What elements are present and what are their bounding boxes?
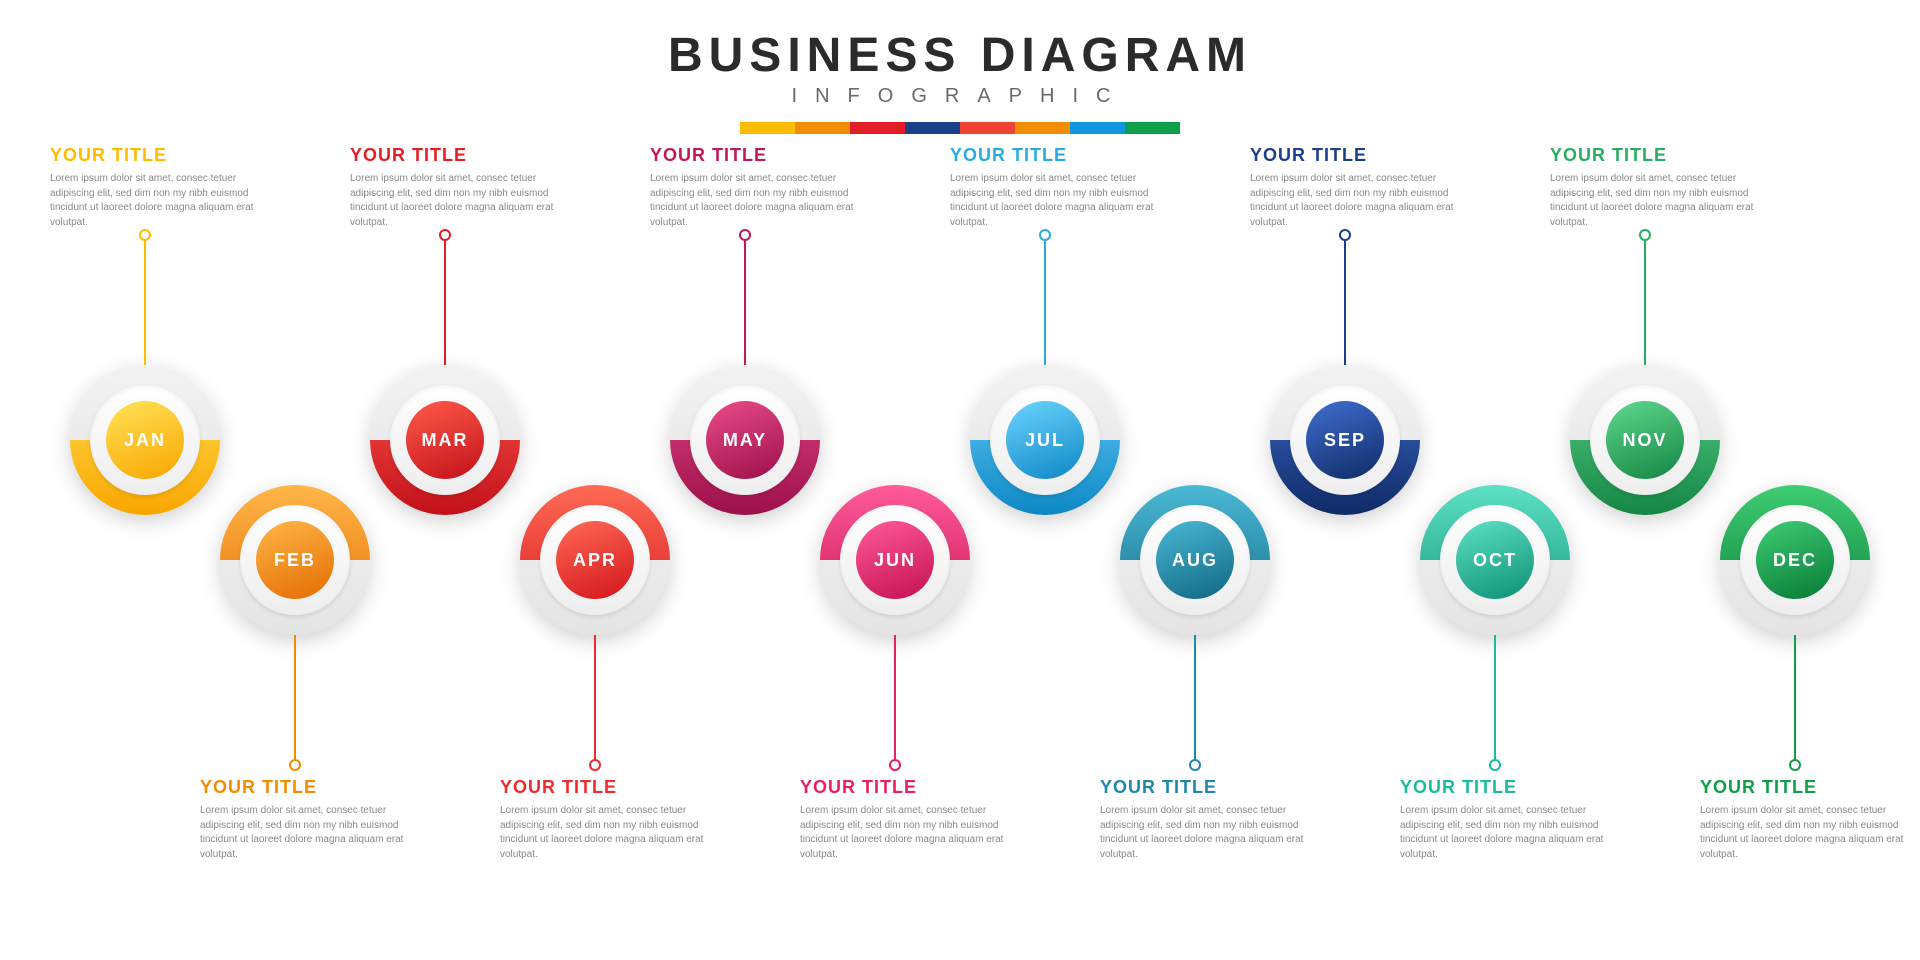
connector	[894, 635, 896, 765]
month-node-aug: AUG	[1120, 485, 1270, 635]
item-title: YOUR TITLE	[800, 777, 1020, 798]
strip-segment	[1125, 122, 1180, 134]
text-block-jul: YOUR TITLE Lorem ipsum dolor sit amet, co…	[950, 145, 1170, 230]
month-node-oct: OCT	[1420, 485, 1570, 635]
month-node-mar: MAR	[370, 365, 520, 515]
strip-segment	[905, 122, 960, 134]
item-body: Lorem ipsum dolor sit amet, consec tetue…	[1700, 804, 1920, 862]
strip-segment	[850, 122, 905, 134]
month-node-jul: JUL	[970, 365, 1120, 515]
item-body: Lorem ipsum dolor sit amet, consec tetue…	[1550, 172, 1770, 230]
text-block-apr: YOUR TITLE Lorem ipsum dolor sit amet, co…	[500, 777, 720, 862]
text-block-may: YOUR TITLE Lorem ipsum dolor sit amet, co…	[650, 145, 870, 230]
item-title: YOUR TITLE	[1100, 777, 1320, 798]
color-strip	[740, 122, 1180, 134]
subtitle: INFOGRAPHIC	[0, 85, 1920, 108]
connector	[594, 635, 596, 765]
strip-segment	[795, 122, 850, 134]
item-body: Lorem ipsum dolor sit amet, consec tetue…	[1250, 172, 1470, 230]
connector	[744, 235, 746, 365]
connector	[1194, 635, 1196, 765]
month-label: JAN	[124, 430, 166, 451]
month-label: AUG	[1172, 550, 1218, 571]
month-node-feb: FEB	[220, 485, 370, 635]
month-node-jan: JAN	[70, 365, 220, 515]
item-title: YOUR TITLE	[500, 777, 720, 798]
header: BUSINESS DIAGRAM INFOGRAPHIC	[0, 0, 1920, 134]
item-title: YOUR TITLE	[1550, 145, 1770, 166]
connector	[444, 235, 446, 365]
item-body: Lorem ipsum dolor sit amet, consec tetue…	[500, 804, 720, 862]
text-block-oct: YOUR TITLE Lorem ipsum dolor sit amet, co…	[1400, 777, 1620, 862]
connector	[1494, 635, 1496, 765]
month-label: OCT	[1473, 550, 1517, 571]
month-node-jun: JUN	[820, 485, 970, 635]
connector	[1794, 635, 1796, 765]
month-label: JUN	[874, 550, 916, 571]
item-title: YOUR TITLE	[650, 145, 870, 166]
strip-segment	[1015, 122, 1070, 134]
item-title: YOUR TITLE	[950, 145, 1170, 166]
connector	[1344, 235, 1346, 365]
item-body: Lorem ipsum dolor sit amet, consec tetue…	[1100, 804, 1320, 862]
text-block-feb: YOUR TITLE Lorem ipsum dolor sit amet, co…	[200, 777, 420, 862]
item-title: YOUR TITLE	[1400, 777, 1620, 798]
connector	[294, 635, 296, 765]
item-body: Lorem ipsum dolor sit amet, consec tetue…	[50, 172, 270, 230]
strip-segment	[1070, 122, 1125, 134]
month-label: SEP	[1324, 430, 1366, 451]
month-label: MAR	[422, 430, 469, 451]
timeline-stage: JAN YOUR TITLE Lorem ipsum dolor sit amet,…	[0, 160, 1920, 960]
item-title: YOUR TITLE	[1700, 777, 1920, 798]
connector	[144, 235, 146, 365]
month-label: MAY	[723, 430, 767, 451]
item-body: Lorem ipsum dolor sit amet, consec tetue…	[950, 172, 1170, 230]
item-body: Lorem ipsum dolor sit amet, consec tetue…	[800, 804, 1020, 862]
text-block-dec: YOUR TITLE Lorem ipsum dolor sit amet, co…	[1700, 777, 1920, 862]
item-title: YOUR TITLE	[200, 777, 420, 798]
text-block-aug: YOUR TITLE Lorem ipsum dolor sit amet, co…	[1100, 777, 1320, 862]
strip-segment	[740, 122, 795, 134]
item-title: YOUR TITLE	[50, 145, 270, 166]
month-node-apr: APR	[520, 485, 670, 635]
text-block-sep: YOUR TITLE Lorem ipsum dolor sit amet, co…	[1250, 145, 1470, 230]
main-title: BUSINESS DIAGRAM	[0, 28, 1920, 83]
item-title: YOUR TITLE	[1250, 145, 1470, 166]
strip-segment	[960, 122, 1015, 134]
month-label: DEC	[1773, 550, 1817, 571]
connector	[1044, 235, 1046, 365]
item-body: Lorem ipsum dolor sit amet, consec tetue…	[350, 172, 570, 230]
month-node-may: MAY	[670, 365, 820, 515]
item-body: Lorem ipsum dolor sit amet, consec tetue…	[650, 172, 870, 230]
text-block-mar: YOUR TITLE Lorem ipsum dolor sit amet, co…	[350, 145, 570, 230]
text-block-jan: YOUR TITLE Lorem ipsum dolor sit amet, co…	[50, 145, 270, 230]
month-label: NOV	[1622, 430, 1667, 451]
month-node-nov: NOV	[1570, 365, 1720, 515]
text-block-nov: YOUR TITLE Lorem ipsum dolor sit amet, co…	[1550, 145, 1770, 230]
item-body: Lorem ipsum dolor sit amet, consec tetue…	[1400, 804, 1620, 862]
month-node-dec: DEC	[1720, 485, 1870, 635]
connector	[1644, 235, 1646, 365]
month-label: JUL	[1025, 430, 1065, 451]
month-label: APR	[573, 550, 617, 571]
item-title: YOUR TITLE	[350, 145, 570, 166]
month-node-sep: SEP	[1270, 365, 1420, 515]
text-block-jun: YOUR TITLE Lorem ipsum dolor sit amet, co…	[800, 777, 1020, 862]
item-body: Lorem ipsum dolor sit amet, consec tetue…	[200, 804, 420, 862]
month-label: FEB	[274, 550, 316, 571]
